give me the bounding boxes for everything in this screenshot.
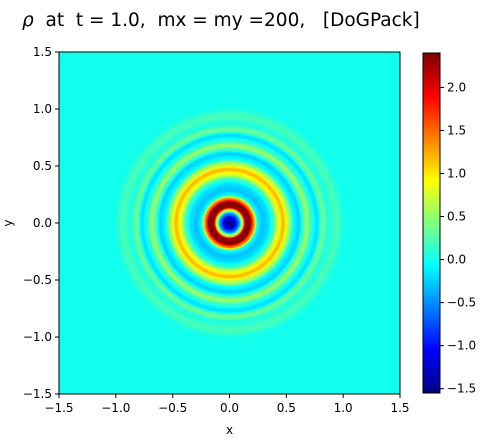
colorbar-tick-label: 1.0 xyxy=(447,167,466,181)
y-tick-label: 0.0 xyxy=(33,216,52,230)
y-tick-label: −1.5 xyxy=(23,387,52,401)
title-text: at t = 1.0, mx = my =200, [DoGPack] xyxy=(34,10,420,31)
colorbar-frame xyxy=(422,52,441,394)
x-tick-label: −1.5 xyxy=(44,401,73,415)
colorbar-tick-label: 2.0 xyxy=(447,80,466,94)
y-tick-label: 1.0 xyxy=(33,102,52,116)
x-tick-label: 0.0 xyxy=(220,401,239,415)
x-tick-label: 1.5 xyxy=(390,401,409,415)
title-symbol: ρ xyxy=(22,10,34,31)
colorbar-tick-label: 0.0 xyxy=(447,253,466,267)
colorbar-tick-label: −1.0 xyxy=(447,339,476,353)
colorbar-tick-label: 0.5 xyxy=(447,210,466,224)
x-axis: −1.5 −1.0 −0.5 0.0 0.5 1.0 1.5 xyxy=(44,394,410,415)
y-tick-label: −1.0 xyxy=(23,330,52,344)
colorbar-ticks: −1.5 −1.0 −0.5 0.0 0.5 1.0 1.5 2.0 xyxy=(440,80,476,396)
x-tick-label: 0.5 xyxy=(277,401,296,415)
y-tick-label: −0.5 xyxy=(23,273,52,287)
y-axis: −1.5 −1.0 −0.5 0.0 0.5 1.0 1.5 xyxy=(23,45,59,401)
density-field-image xyxy=(59,52,400,394)
x-axis-label: x xyxy=(226,423,233,437)
colorbar: −1.5 −1.0 −0.5 0.0 0.5 1.0 1.5 2.0 xyxy=(422,52,476,396)
y-axis-label: y xyxy=(1,219,15,226)
y-tick-label: 1.5 xyxy=(33,45,52,59)
x-tick-label: −0.5 xyxy=(158,401,187,415)
chart-title: ρ at t = 1.0, mx = my =200, [DoGPack] xyxy=(22,10,420,31)
colorbar-tick-label: −0.5 xyxy=(447,296,476,310)
colorbar-tick-label: 1.5 xyxy=(447,123,466,137)
colorbar-tick-label: −1.5 xyxy=(447,382,476,396)
x-tick-label: 1.0 xyxy=(334,401,353,415)
plot-area xyxy=(58,51,401,395)
colorbar-gradient xyxy=(423,53,440,393)
x-tick-label: −1.0 xyxy=(101,401,130,415)
y-tick-label: 0.5 xyxy=(33,159,52,173)
